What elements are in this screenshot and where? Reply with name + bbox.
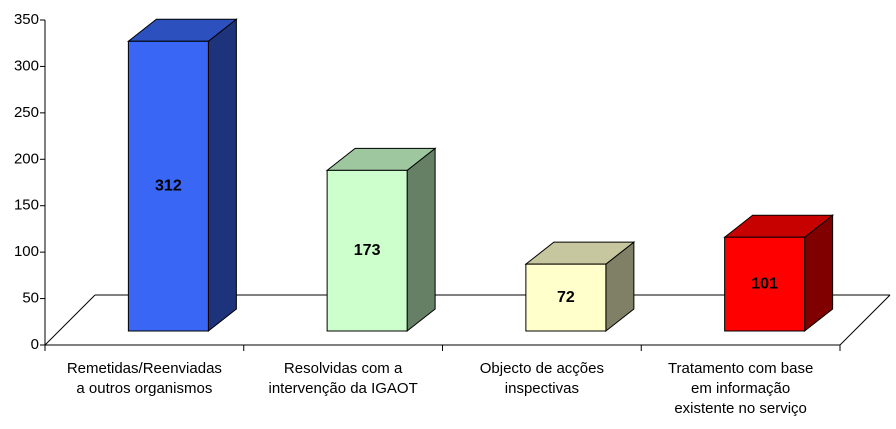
x-tick-label: Remetidas/Reenviadas bbox=[67, 360, 222, 377]
bar bbox=[525, 263, 607, 332]
x-tick-label: inspectivas bbox=[505, 380, 579, 397]
bar bbox=[724, 236, 806, 332]
y-tick-label: 200 bbox=[14, 150, 39, 167]
bar-side bbox=[406, 147, 436, 333]
x-tick-label: Resolvidas com a bbox=[284, 360, 403, 377]
x-tick-label: a outros organismos bbox=[76, 380, 212, 397]
x-tick-label: existente no serviço bbox=[674, 400, 807, 417]
y-tick-label: 50 bbox=[22, 290, 39, 307]
value-label: 312 bbox=[155, 177, 182, 194]
x-tick-label: Objecto de acções bbox=[480, 360, 604, 377]
y-tick-label: 250 bbox=[14, 104, 39, 121]
value-label: 173 bbox=[354, 242, 381, 259]
y-tick-label: 150 bbox=[14, 197, 39, 214]
y-tick-label: 300 bbox=[14, 57, 39, 74]
bar bbox=[127, 40, 209, 332]
floor-edge bbox=[839, 294, 891, 346]
x-tick-label: Tratamento com base bbox=[668, 360, 813, 377]
y-tick-label: 0 bbox=[31, 336, 39, 353]
y-tick-label: 350 bbox=[14, 11, 39, 28]
x-tick-label: em informação bbox=[691, 380, 790, 397]
bar-side bbox=[207, 18, 237, 333]
y-tick-label: 100 bbox=[14, 243, 39, 260]
value-label: 101 bbox=[751, 275, 778, 292]
x-tick-label: intervenção da IGAOT bbox=[269, 380, 418, 397]
bar bbox=[326, 169, 408, 332]
floor-edge bbox=[44, 294, 96, 346]
value-label: 72 bbox=[557, 289, 575, 306]
